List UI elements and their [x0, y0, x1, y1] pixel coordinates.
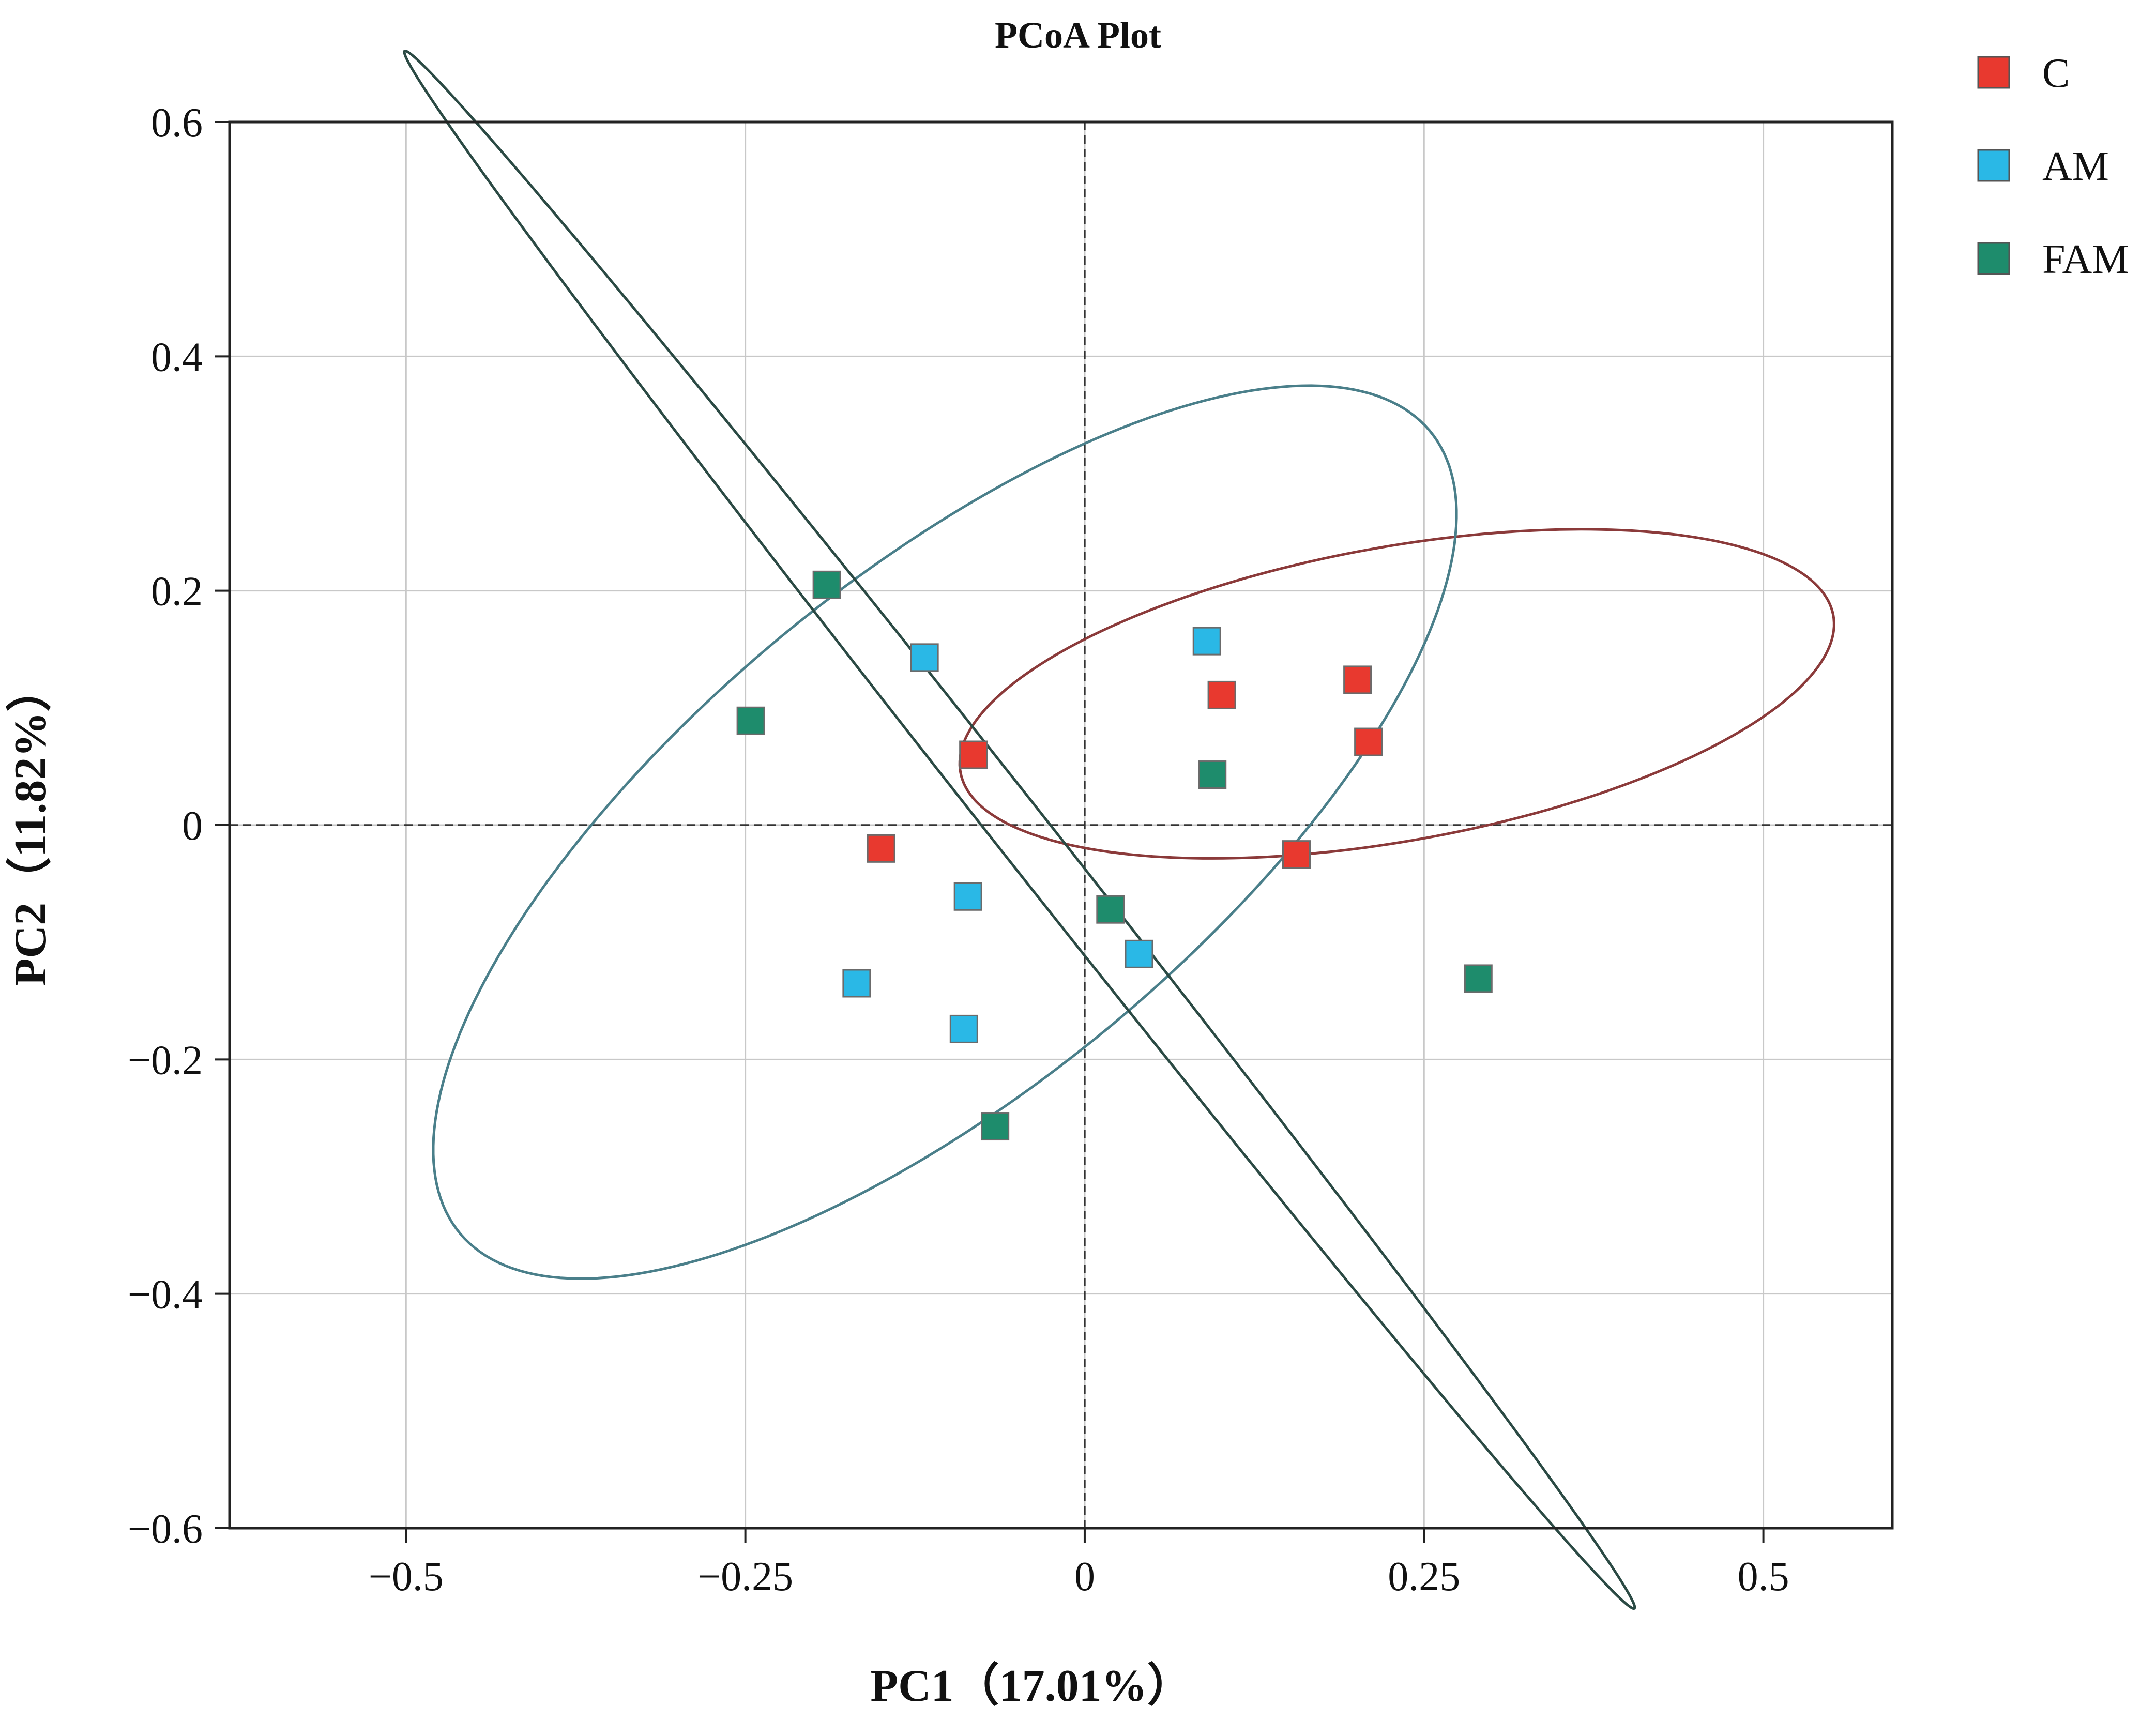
- ellipse-fam: [403, 49, 1636, 1610]
- y-tick-label: −0.6: [128, 1506, 203, 1552]
- point-c: [959, 740, 988, 769]
- y-axis-ticks: 0.6 0.4 0.2 0 −0.2 −0.4 −0.6: [128, 100, 230, 1552]
- legend-label-c: C: [2042, 51, 2070, 96]
- point-fam: [981, 1112, 1010, 1141]
- point-am: [842, 969, 871, 998]
- point-c: [1282, 840, 1311, 869]
- plot-area: [228, 49, 1894, 1610]
- y-tick-label: −0.4: [128, 1272, 203, 1318]
- point-am: [953, 882, 982, 911]
- y-tick-label: 0.2: [151, 569, 203, 615]
- data-points: [736, 570, 1493, 1141]
- confidence-ellipses: [403, 49, 1835, 1610]
- x-tick-label: 0: [1074, 1554, 1095, 1600]
- point-fam: [1096, 895, 1125, 924]
- x-axis-ticks: −0.5 −0.25 0 0.25 0.5: [369, 1528, 1789, 1600]
- y-tick-label: 0.4: [151, 334, 203, 380]
- ellipse-am: [432, 384, 1458, 1280]
- point-c: [1343, 665, 1372, 694]
- point-am: [949, 1014, 978, 1043]
- y-tick-label: 0.6: [151, 100, 203, 146]
- point-am: [1125, 939, 1153, 968]
- y-tick-label: 0: [182, 803, 203, 849]
- point-c: [1207, 680, 1236, 709]
- point-fam: [736, 706, 765, 735]
- legend-swatch-c: [1977, 56, 2010, 89]
- point-c: [1354, 727, 1383, 756]
- legend-swatch-am: [1977, 149, 2010, 182]
- point-fam: [812, 570, 841, 599]
- x-tick-label: 0.5: [1738, 1554, 1789, 1600]
- point-fam: [1464, 964, 1493, 993]
- x-axis-label: PC1（17.01%）: [870, 1661, 1192, 1711]
- point-am: [910, 643, 939, 672]
- legend-swatch-fam: [1977, 242, 2010, 275]
- y-axis-label: PC2（11.82%）: [6, 666, 56, 986]
- x-tick-label: 0.25: [1388, 1554, 1460, 1600]
- point-am: [1192, 627, 1221, 656]
- zero-reference-lines: [230, 122, 1892, 1528]
- chart-title: PCoA Plot: [995, 14, 1161, 56]
- x-tick-label: −0.5: [369, 1554, 444, 1600]
- legend-label-fam: FAM: [2042, 237, 2129, 282]
- legend-label-am: AM: [2042, 144, 2109, 189]
- x-tick-label: −0.25: [697, 1554, 793, 1600]
- ellipse-c: [958, 528, 1835, 860]
- y-tick-label: −0.2: [128, 1038, 203, 1083]
- legend: C AM FAM: [1977, 51, 2129, 282]
- point-c: [867, 834, 895, 863]
- point-fam: [1198, 760, 1227, 789]
